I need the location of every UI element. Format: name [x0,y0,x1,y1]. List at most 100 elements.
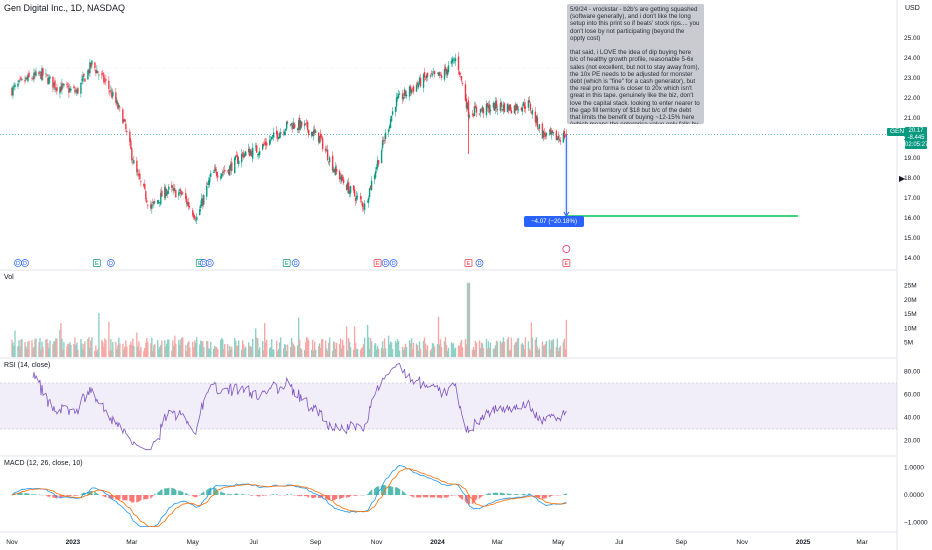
volume-bar [97,349,99,357]
macd-hist-bar [201,492,203,495]
macd-hist-bar [522,493,525,495]
earnings-event-icon[interactable]: E [93,259,101,268]
candle [263,141,265,147]
candle [55,87,57,93]
candle-body [359,195,362,200]
volume-bar [403,347,406,357]
volume-bar [220,339,222,357]
dividend-event-icon[interactable]: D [21,259,29,268]
dividend-event-icon[interactable]: D [389,259,398,268]
macd-hist-bar [52,495,54,498]
candle-body [437,72,440,76]
volume-bar [231,346,233,357]
candle [130,137,132,150]
macd-hist-bar [492,492,495,495]
volume-bar [370,341,373,357]
volume-bar [129,344,131,357]
volume-bar [522,344,525,357]
macd-hist-bar [354,495,357,497]
macd-hist-bar [68,495,70,497]
macd-hist-bar [200,494,202,495]
macd-hist-bar [137,495,139,503]
macd-hist-bar [202,492,204,495]
volume-bar [503,341,506,357]
symbol-tag: GEN [887,128,907,136]
macd-hist-bar [314,495,317,498]
volume-bar [250,346,252,357]
earnings-event-icon[interactable]: E [373,259,382,268]
volume-bar [559,345,562,357]
candle [440,72,443,81]
candle [206,181,208,200]
scroll-arrow-icon[interactable]: ▶ [899,174,906,183]
currency-label[interactable]: USD [905,5,920,12]
earnings-event-icon[interactable]: E [282,259,291,268]
volume-bar [543,345,546,357]
macd-hist-bar [508,493,511,495]
candle [454,53,457,67]
measure-label[interactable]: −4.07 (−20.18%) −407 [524,216,584,236]
volume-bar [306,338,309,357]
dividend-event-icon[interactable]: D [205,259,214,268]
earnings-event-icon[interactable]: E [562,259,571,268]
candle-body [509,104,512,111]
candle [510,107,513,115]
macd-hist-bar [55,495,57,499]
candle [45,68,47,78]
macd-hist-bar [206,490,208,495]
volume-bar [445,344,448,357]
volume-bar [473,350,476,357]
candle-body [345,184,348,191]
candle [352,184,355,194]
dividend-event-icon[interactable]: D [475,259,484,268]
macd-hist-bar [125,495,127,501]
macd-hist-bar [494,492,497,495]
candle [193,212,195,220]
volume-bar [138,341,140,357]
volume-bar [216,347,218,357]
time-tick-label: Nov [371,539,383,546]
volume-bar [228,351,230,357]
volume-bar [342,345,345,357]
svg-text:D: D [294,261,298,267]
candle-body [39,71,41,73]
candle-body [370,180,373,191]
dividend-event-icon[interactable]: D [107,259,115,268]
volume-bar [60,323,62,357]
rsi-line [32,363,567,451]
volume-bar [326,350,329,357]
candle [396,92,399,102]
candle [517,106,520,114]
candle-body [275,130,278,134]
volume-bar [549,349,552,357]
dividend-event-icon[interactable]: D [381,259,390,268]
earnings-event-icon[interactable]: E [464,259,473,268]
candle-body [206,185,208,197]
candle-body [105,79,107,81]
volume-bar [215,347,217,357]
volume-bar [268,348,271,357]
candle [447,60,450,75]
volume-bar [376,345,379,357]
volume-bar [31,339,33,357]
candle [69,83,71,93]
candle-body [559,140,562,142]
candle [513,104,516,115]
candle-body [485,103,488,116]
candle [548,129,551,136]
volume-bar [55,338,57,357]
macd-hist-bar [139,495,141,501]
volume-bar [501,341,504,357]
dividend-event-icon[interactable]: D [14,259,22,268]
macd-hist-bar [147,495,149,499]
candle-body [416,82,419,86]
dividend-event-icon[interactable]: D [291,259,300,268]
candle-body [321,138,324,150]
macd-hist-bar [257,495,259,497]
volume-tick-label: 25M [904,283,917,290]
candle [543,128,546,140]
candle [42,67,44,80]
idea-note[interactable]: 5/9/24 - vrockstar - b2b's are getting s… [567,4,704,124]
candle [217,171,219,182]
